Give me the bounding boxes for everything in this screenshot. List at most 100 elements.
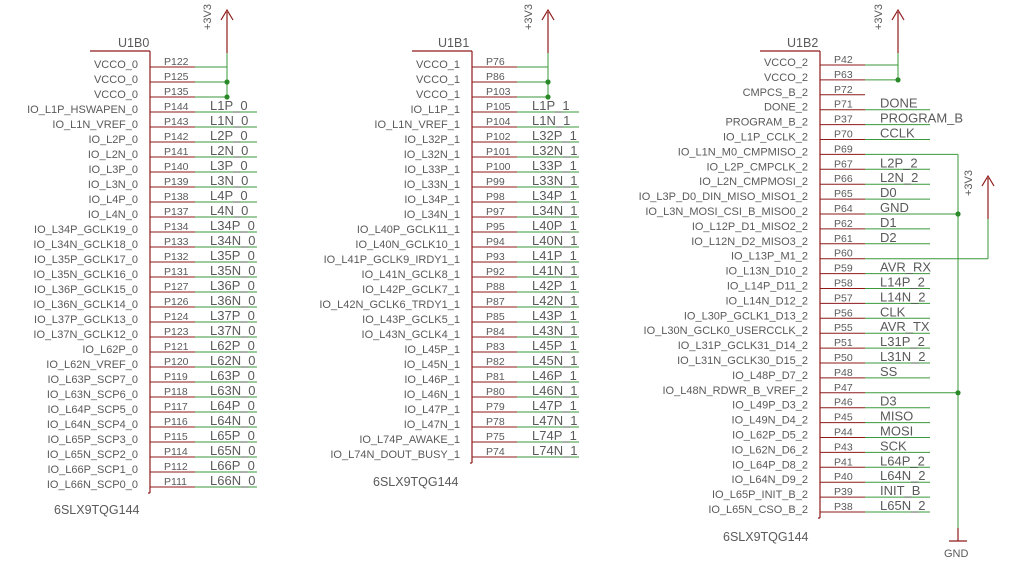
pin-name: VCCO_2 xyxy=(764,57,808,69)
pin-number: P139 xyxy=(164,176,189,188)
pin-name: IO_L3N_MOSI_CSI_B_MISO0_2 xyxy=(645,206,808,218)
net-label: L46P_1 xyxy=(532,368,577,383)
pin-name: IO_L35N_GCLK16_0 xyxy=(33,269,138,281)
pin-number: P118 xyxy=(164,386,188,398)
pin-name: VCCO_0 xyxy=(94,89,138,101)
pin-name: IO_L2N_0 xyxy=(88,149,138,161)
misc-layer: +3V3 +3V3 +3V3 GND +3V3 xyxy=(202,4,995,560)
pin-name: IO_L36P_GCLK15_0 xyxy=(34,284,138,296)
pin-number: P99 xyxy=(486,176,505,188)
junction-dot xyxy=(224,79,230,85)
pin-number: P57 xyxy=(834,292,853,304)
pin-number: P87 xyxy=(486,296,505,308)
net-label: L4P_0 xyxy=(210,188,248,203)
pin-number: P44 xyxy=(834,427,853,439)
pin-name: IO_L41N_GCLK8_1 xyxy=(362,269,460,281)
pin-number: P55 xyxy=(834,322,853,334)
pin-number: P85 xyxy=(486,311,505,323)
power-symbol-u1b0-label: +3V3 xyxy=(202,4,214,30)
power-symbol-u1b0-arrow xyxy=(220,8,234,21)
net-label: L62P_0 xyxy=(210,338,255,353)
part-value-label: 6SLX9TQG144 xyxy=(373,475,459,489)
net-label: SS xyxy=(880,364,898,379)
power-symbol-u1b1-arrow xyxy=(541,8,555,21)
pin-number: P47 xyxy=(834,382,853,394)
pin-name: IO_L74N_DOUT_BUSY_1 xyxy=(330,449,460,461)
pin-number: P131 xyxy=(164,266,189,278)
pin-name: IO_L1P_1 xyxy=(410,104,460,116)
pin-number: P94 xyxy=(486,236,505,248)
pin-number: P127 xyxy=(164,281,189,293)
pin-number: P143 xyxy=(164,116,189,128)
pin-number: P37 xyxy=(834,114,853,126)
pin-number: P133 xyxy=(164,236,189,248)
power-symbol-u1b2-arrow xyxy=(891,8,905,21)
pin-name: IO_L13N_D10_2 xyxy=(725,266,808,278)
pin-name: IO_L42N_GCLK6_TRDY1_1 xyxy=(319,299,460,311)
pin-number: P111 xyxy=(164,476,187,488)
pin-number: P115 xyxy=(164,431,188,443)
pin-name: IO_L46N_1 xyxy=(404,389,460,401)
net-label: CCLK xyxy=(880,126,915,141)
pin-name: IO_L35P_GCLK17_0 xyxy=(34,254,138,266)
junction-dot xyxy=(545,94,551,100)
pin-name: IO_L64P_D8_2 xyxy=(732,459,808,471)
pin-name: VCCO_1 xyxy=(416,89,460,101)
pin-name: IO_L46P_1 xyxy=(404,374,460,386)
net-label: L35P_0 xyxy=(210,248,255,263)
pin-name: IO_L63P_SCP7_0 xyxy=(47,374,138,386)
pin-number: P98 xyxy=(486,191,505,203)
pin-number: P75 xyxy=(486,431,505,443)
pin-number: P116 xyxy=(164,416,188,428)
pin-number: P70 xyxy=(834,129,853,141)
power-symbol-extra-arrow xyxy=(981,174,995,187)
net-label: DONE xyxy=(880,96,918,111)
pin-number: P80 xyxy=(486,386,505,398)
pin-name: IO_L40N_GCLK10_1 xyxy=(355,239,460,251)
net-label: L31P_2 xyxy=(880,334,925,349)
pin-number: P60 xyxy=(834,248,853,260)
power-symbol-u1b1: +3V3 xyxy=(523,4,555,53)
net-label: L36N_0 xyxy=(210,293,256,308)
net-label: L41N_1 xyxy=(532,263,578,278)
pin-number: P40 xyxy=(834,471,853,483)
pin-number: P101 xyxy=(486,146,511,158)
pin-number: P103 xyxy=(486,86,511,98)
net-label: AVR_RX xyxy=(880,260,931,275)
net-label: L34P_0 xyxy=(210,218,255,233)
net-label: GND xyxy=(880,200,909,215)
pin-number: P105 xyxy=(486,101,511,113)
pin-name: IO_L63N_SCP6_0 xyxy=(47,389,138,401)
pin-name: IO_L40P_GCLK11_1 xyxy=(357,224,460,236)
pin-name: IO_L31N_GCLK30_D15_2 xyxy=(677,355,808,367)
pin-number: P137 xyxy=(164,206,189,218)
pin-name: IO_L37P_GCLK13_0 xyxy=(34,314,138,326)
net-label: L33P_1 xyxy=(532,158,577,173)
pin-number: P61 xyxy=(834,233,853,245)
pin-number: P142 xyxy=(164,131,189,143)
pin-number: P93 xyxy=(486,251,505,263)
pin-name: IO_L62N_VREF_0 xyxy=(46,359,138,371)
pin-number: P43 xyxy=(834,441,853,453)
pin-number: P66 xyxy=(834,173,853,185)
pin-name: IO_L48P_D7_2 xyxy=(732,370,808,382)
pin-number: P64 xyxy=(834,203,853,215)
pin-name: IO_L32N_1 xyxy=(404,149,460,161)
pin-number: P78 xyxy=(486,416,505,428)
pin-name: IO_L32P_1 xyxy=(404,134,460,146)
pin-number: P62 xyxy=(834,218,853,230)
pin-name: IO_L43P_GCLK5_1 xyxy=(362,314,460,326)
pin-name: VCCO_2 xyxy=(764,72,808,84)
pin-number: P121 xyxy=(164,341,189,353)
ground-label: GND xyxy=(944,548,969,560)
part-ref-label: U1B2 xyxy=(787,36,818,50)
pin-name: VCCO_1 xyxy=(416,74,460,86)
pin-number: P92 xyxy=(486,266,505,278)
pin-number: P134 xyxy=(164,221,189,233)
pin-number: P97 xyxy=(486,206,505,218)
pin-number: P76 xyxy=(486,56,505,68)
parts-layer: U1B0 6SLX9TQG144 VCCO_0 P122 VCCO_0 P125 VCCO_… xyxy=(27,36,963,544)
pin-number: P122 xyxy=(164,56,189,68)
net-label: L64P_2 xyxy=(880,453,925,468)
pin-name: IO_L1N_M0_CMPMISO_2 xyxy=(678,146,808,158)
